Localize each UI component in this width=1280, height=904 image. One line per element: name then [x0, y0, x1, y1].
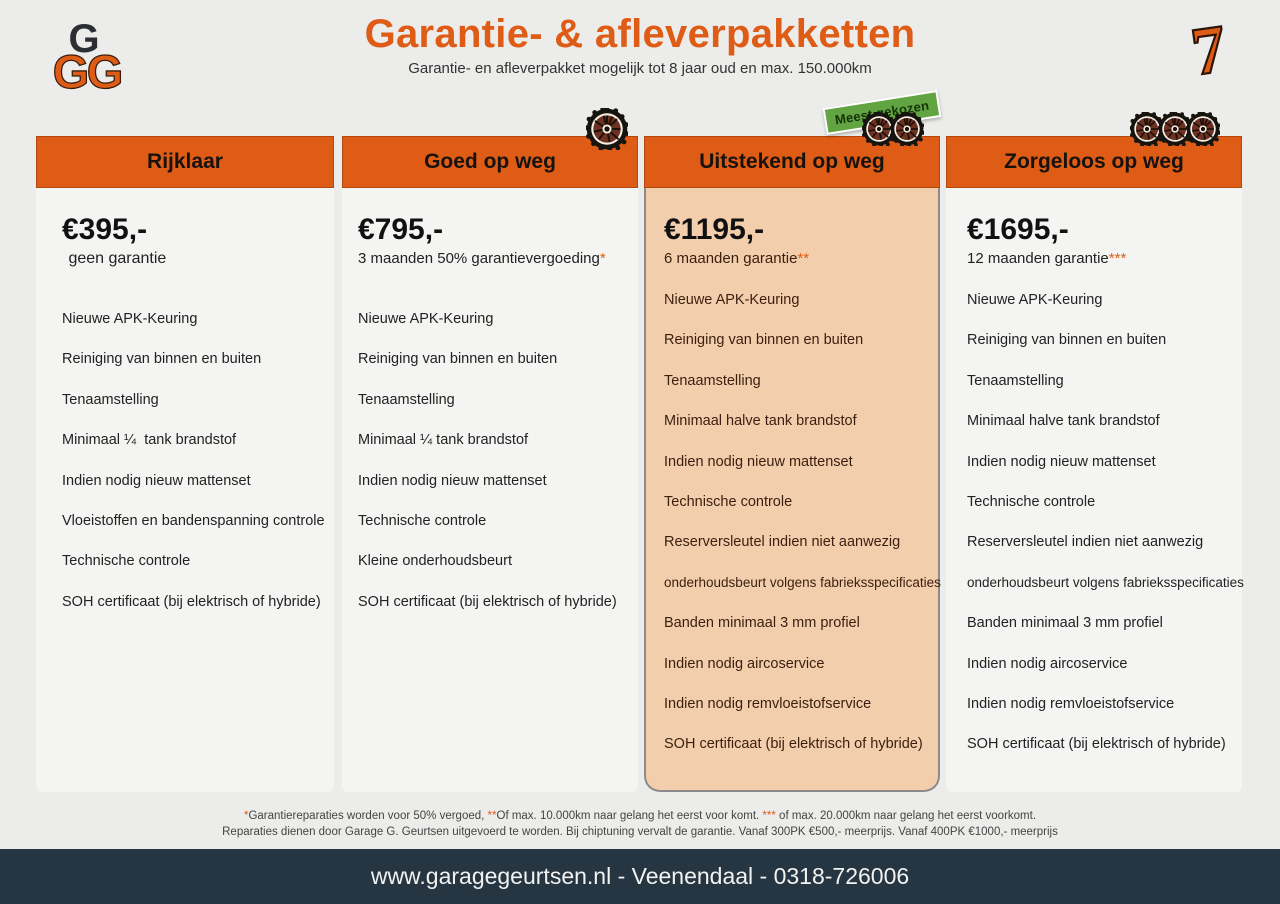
svg-text:7: 7 — [1187, 10, 1231, 86]
